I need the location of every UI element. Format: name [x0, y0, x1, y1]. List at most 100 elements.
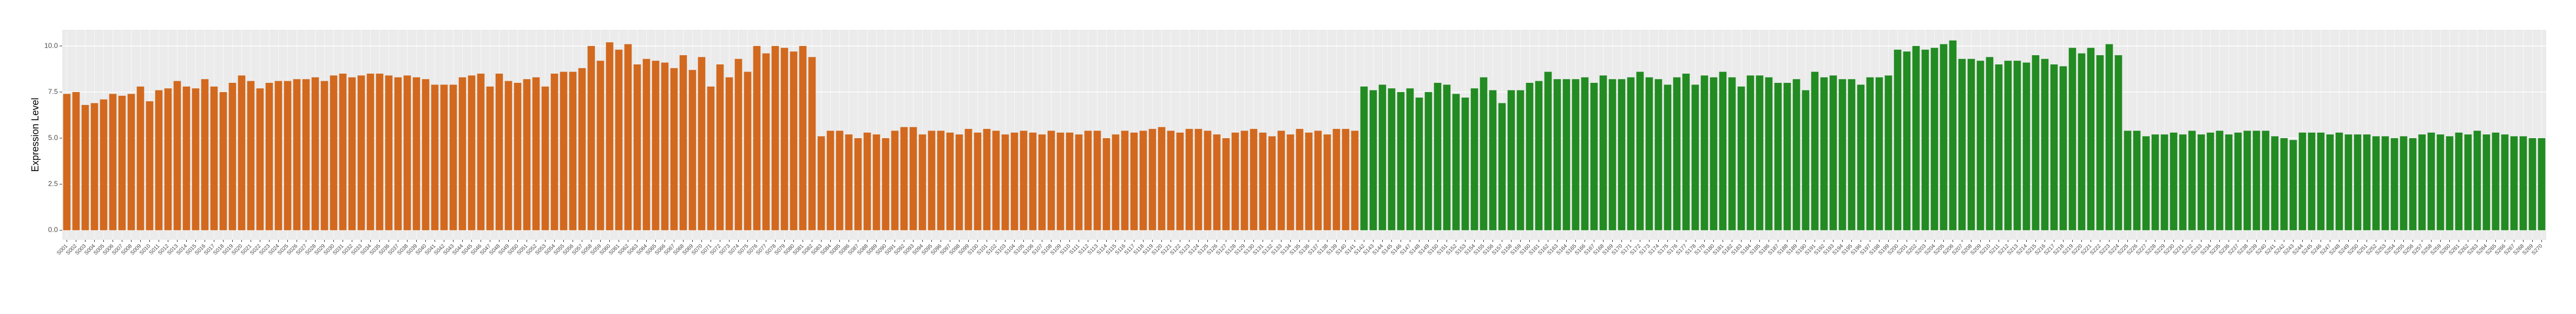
bar: [1673, 77, 1681, 231]
bar: [1829, 75, 1837, 231]
bar: [1838, 79, 1846, 231]
bar: [2528, 138, 2536, 231]
bar: [1470, 88, 1478, 231]
bar: [1259, 132, 1267, 231]
bar: [210, 86, 218, 231]
bar: [2381, 136, 2389, 231]
bar: [1369, 90, 1377, 231]
bar: [1250, 129, 1258, 231]
bar: [1875, 77, 1883, 231]
bar: [339, 74, 347, 231]
bar: [2170, 132, 2178, 231]
bar: [2390, 138, 2398, 231]
bar: [2409, 138, 2417, 231]
bar: [817, 136, 825, 231]
bar: [2510, 136, 2518, 231]
bar: [247, 81, 255, 231]
bar: [330, 75, 338, 231]
bar: [1976, 61, 1984, 231]
bar: [826, 130, 834, 231]
bar: [1176, 132, 1184, 231]
bar: [182, 86, 190, 231]
bar: [376, 74, 384, 231]
bar: [532, 77, 540, 231]
bar: [2400, 136, 2408, 231]
bar: [2160, 134, 2168, 231]
bar: [1112, 134, 1120, 231]
bar: [1664, 84, 1672, 231]
bar: [1351, 130, 1359, 231]
bar: [2179, 134, 2187, 231]
bar: [1286, 134, 1294, 231]
bar: [780, 48, 788, 231]
bar: [1526, 83, 1534, 231]
bar: [1424, 92, 1432, 231]
bar: [1075, 134, 1083, 231]
bar: [155, 90, 163, 231]
bar: [2133, 130, 2141, 231]
bar: [412, 77, 420, 231]
bar: [2004, 61, 2012, 231]
bar: [1240, 130, 1248, 231]
bar: [606, 42, 614, 231]
bar: [1958, 58, 1966, 231]
bar: [1746, 75, 1754, 231]
bar: [1774, 83, 1782, 231]
bar: [744, 71, 752, 231]
bar: [808, 57, 816, 231]
bar: [2096, 55, 2104, 231]
bar: [1654, 79, 1662, 231]
bar: [1084, 130, 1092, 231]
bar: [1047, 130, 1055, 231]
bar: [909, 127, 917, 231]
bar: [274, 81, 282, 231]
bar: [504, 81, 512, 231]
bar: [652, 61, 660, 231]
bar: [477, 74, 485, 231]
bar: [2372, 136, 2380, 231]
bar: [1010, 132, 1018, 231]
bar: [1986, 57, 1994, 231]
bar: [1204, 130, 1212, 231]
bar: [661, 62, 669, 231]
bar: [1360, 86, 1368, 231]
bar: [1001, 134, 1009, 231]
bar: [2446, 136, 2454, 231]
bar: [863, 132, 871, 231]
bar: [1691, 84, 1699, 231]
bar: [1572, 79, 1580, 231]
bar: [854, 138, 862, 231]
bar: [109, 94, 117, 231]
bar: [2206, 132, 2214, 231]
bar: [1397, 92, 1405, 231]
bar: [2151, 134, 2159, 231]
bar: [1342, 129, 1350, 231]
bar: [734, 58, 742, 231]
bar: [1765, 77, 1773, 231]
bar: [1857, 84, 1865, 231]
bar: [136, 86, 144, 231]
bar: [146, 101, 154, 231]
bar: [1581, 77, 1589, 231]
bar: [2059, 66, 2067, 231]
bar: [1756, 75, 1764, 231]
bar: [90, 103, 98, 231]
bar: [1710, 77, 1718, 231]
y-axis-label: Expression Level: [30, 97, 41, 172]
bar: [1323, 134, 1331, 231]
bar: [2243, 130, 2251, 231]
bar: [2464, 134, 2472, 231]
bar: [560, 71, 568, 231]
bar: [2252, 130, 2260, 231]
bar: [1296, 129, 1304, 231]
bar: [2298, 132, 2306, 231]
bar: [1811, 71, 1819, 231]
bar: [2105, 44, 2113, 231]
bar: [1627, 77, 1635, 231]
bar: [440, 84, 448, 231]
bar: [1480, 77, 1488, 231]
bar: [486, 86, 494, 231]
bar: [2455, 132, 2463, 231]
bar: [707, 86, 715, 231]
bar: [1461, 97, 1469, 231]
